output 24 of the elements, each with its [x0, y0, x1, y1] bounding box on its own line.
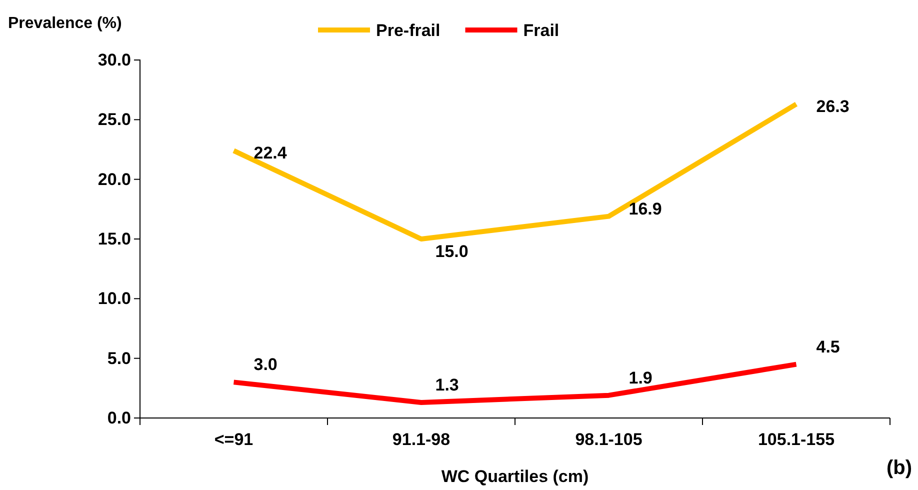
data-label: 22.4 — [254, 144, 288, 163]
data-label: 4.5 — [816, 337, 840, 356]
data-label: 16.9 — [628, 199, 662, 218]
y-tick-label: 0.0 — [107, 408, 131, 428]
y-tick-label: 15.0 — [98, 229, 131, 248]
legend-label: Frail — [523, 21, 560, 40]
x-tick-label: 98.1-105 — [575, 430, 642, 449]
legend-label: Pre-frail — [376, 21, 440, 40]
x-axis-title: WC Quartiles (cm) — [441, 467, 589, 486]
y-tick-label: 30.0 — [98, 50, 131, 70]
text: (b) — [886, 457, 912, 479]
y-tick-label: 10.0 — [98, 289, 131, 308]
y-tick-label: 5.0 — [107, 348, 131, 368]
y-tick-label: 20.0 — [98, 170, 131, 189]
data-label: 1.3 — [435, 375, 459, 394]
data-label: 15.0 — [435, 242, 468, 261]
y-tick-label: 25.0 — [98, 110, 131, 130]
data-label: 3.0 — [254, 355, 278, 374]
x-tick-label: <=91 — [214, 430, 254, 449]
y-axis-title: Prevalence (%) — [8, 15, 122, 32]
x-tick-label: 105.1-155 — [758, 430, 835, 449]
data-label: 26.3 — [816, 97, 850, 116]
data-label: 1.9 — [628, 368, 652, 388]
x-tick-label: 91.1-98 — [392, 430, 450, 449]
